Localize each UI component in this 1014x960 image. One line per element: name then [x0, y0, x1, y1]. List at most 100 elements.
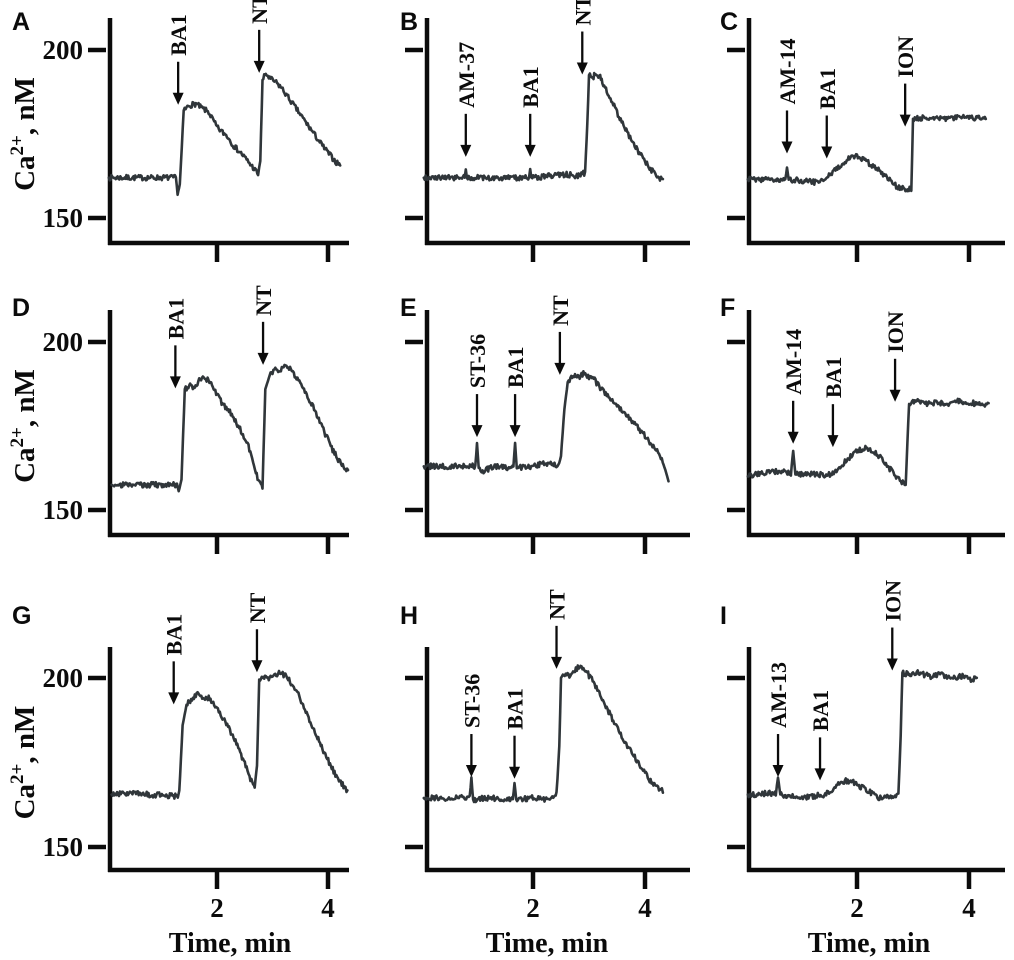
event-label: BA1	[162, 614, 187, 656]
panel-B-chart: B AM-37 BA1 NT	[400, 0, 690, 262]
arrow-down-icon	[465, 765, 477, 778]
y-axis-label: Ca2+, nM	[7, 369, 41, 483]
arrow-down-icon	[821, 146, 833, 159]
y-tick-label: 200	[43, 35, 84, 65]
panel-letter: D	[12, 294, 30, 322]
arrow-down-icon	[509, 766, 521, 779]
panel-B: B AM-37 BA1 NT	[360, 0, 700, 270]
x-tick-label: 2	[850, 893, 864, 923]
arrow-down-icon	[251, 660, 263, 673]
event-label: BA1	[166, 14, 191, 56]
panel-C-chart: C AM-14 BA1 ION	[720, 8, 1005, 262]
event-label: AM-13	[766, 662, 791, 728]
y-axis-label: Ca2+, nM	[7, 77, 41, 191]
arrow-down-icon	[787, 431, 799, 444]
arrow-down-icon	[576, 62, 588, 75]
event-label: BA1	[808, 690, 833, 732]
event-label: ION	[883, 311, 908, 353]
panel-C: C AM-14 BA1 ION	[690, 0, 1014, 270]
panel-I-chart: I 2 4 Time, min AM-13 BA1 ION	[720, 580, 1005, 959]
event-label: ST-36	[459, 674, 484, 728]
panel-H: H 2 4 Time, min ST-36 BA1 NT	[360, 580, 700, 960]
panel-letter: F	[720, 294, 735, 322]
y-tick-label: 150	[43, 495, 84, 525]
calcium-trace	[746, 113, 988, 193]
event-label: AM-14	[781, 329, 806, 395]
x-tick-label: 4	[962, 893, 976, 923]
arrow-down-icon	[471, 425, 483, 438]
arrow-down-icon	[886, 658, 898, 671]
event-label: BA1	[503, 688, 528, 730]
x-axis-label: Time, min	[486, 928, 609, 959]
event-label: BA1	[518, 66, 543, 108]
x-tick-label: 2	[210, 893, 224, 923]
panel-letter: I	[720, 602, 727, 630]
panel-I: I 2 4 Time, min AM-13 BA1 ION	[690, 580, 1014, 960]
arrow-down-icon	[524, 144, 536, 157]
panel-letter: G	[12, 602, 31, 630]
x-tick-label: 4	[321, 893, 335, 923]
arrow-down-icon	[551, 656, 563, 669]
panel-D: D 200 150 Ca2+, nM BA1 NT	[0, 280, 350, 570]
event-label: NT	[247, 0, 272, 24]
arrow-down-icon	[781, 141, 793, 154]
x-axis-label: Time, min	[808, 928, 931, 959]
arrow-down-icon	[169, 376, 181, 389]
arrow-down-icon	[899, 114, 911, 127]
arrow-down-icon	[168, 692, 180, 705]
event-label: BA1	[821, 357, 846, 399]
calcium-trace	[422, 370, 670, 483]
arrow-down-icon	[814, 768, 826, 781]
event-label: ION	[880, 580, 905, 622]
arrow-down-icon	[889, 389, 901, 402]
event-label: NT	[545, 589, 570, 620]
calcium-trace	[422, 71, 665, 182]
y-tick-label: 200	[43, 663, 84, 693]
event-label: AM-14	[775, 38, 800, 104]
arrow-down-icon	[460, 144, 472, 157]
panel-G: G 200 150 2 4 Time, min Ca2+, nM BA1 NT	[0, 580, 350, 960]
y-tick-label: 150	[43, 203, 84, 233]
arrow-down-icon	[257, 352, 269, 365]
arrow-down-icon	[253, 60, 265, 73]
calcium-trace	[746, 669, 979, 802]
event-label: ION	[893, 36, 918, 78]
arrow-down-icon	[172, 92, 184, 105]
event-label: BA1	[163, 298, 188, 340]
x-tick-label: 2	[526, 893, 540, 923]
panel-H-chart: H 2 4 Time, min ST-36 BA1 NT	[400, 589, 690, 959]
calcium-trace	[422, 664, 665, 804]
event-label: NT	[245, 592, 270, 623]
y-axis-label: Ca2+, nM	[7, 706, 41, 820]
panel-G-chart: G 200 150 2 4 Time, min Ca2+, nM BA1 NT	[7, 592, 349, 959]
panel-letter: A	[12, 8, 30, 36]
event-label: AM-37	[454, 42, 479, 108]
x-tick-label: 4	[638, 893, 652, 923]
arrow-down-icon	[509, 425, 521, 438]
arrow-down-icon	[554, 362, 566, 375]
calcium-trace	[110, 669, 349, 800]
event-label: ST-36	[465, 334, 490, 388]
x-axis-label: Time, min	[169, 928, 292, 959]
panel-letter: H	[400, 602, 418, 630]
panel-letter: C	[720, 8, 738, 36]
panel-F-chart: F AM-14 BA1 ION	[720, 294, 1005, 554]
calcium-trace	[107, 72, 342, 197]
panel-E: E ST-36 BA1 NT	[360, 280, 700, 570]
event-label: NT	[570, 0, 595, 26]
panel-A: A 200 150 Ca2+, nM BA1 NT	[0, 0, 350, 270]
event-label: BA1	[503, 347, 528, 389]
y-tick-label: 200	[43, 327, 84, 357]
panel-F: F AM-14 BA1 ION	[690, 280, 1014, 570]
event-label: BA1	[815, 68, 840, 110]
event-label: NT	[251, 285, 276, 316]
arrow-down-icon	[827, 435, 839, 448]
calcium-trace	[746, 397, 990, 487]
y-tick-label: 150	[43, 832, 84, 862]
arrow-down-icon	[772, 765, 784, 778]
calcium-trace	[110, 363, 350, 493]
panel-E-chart: E ST-36 BA1 NT	[400, 294, 690, 554]
